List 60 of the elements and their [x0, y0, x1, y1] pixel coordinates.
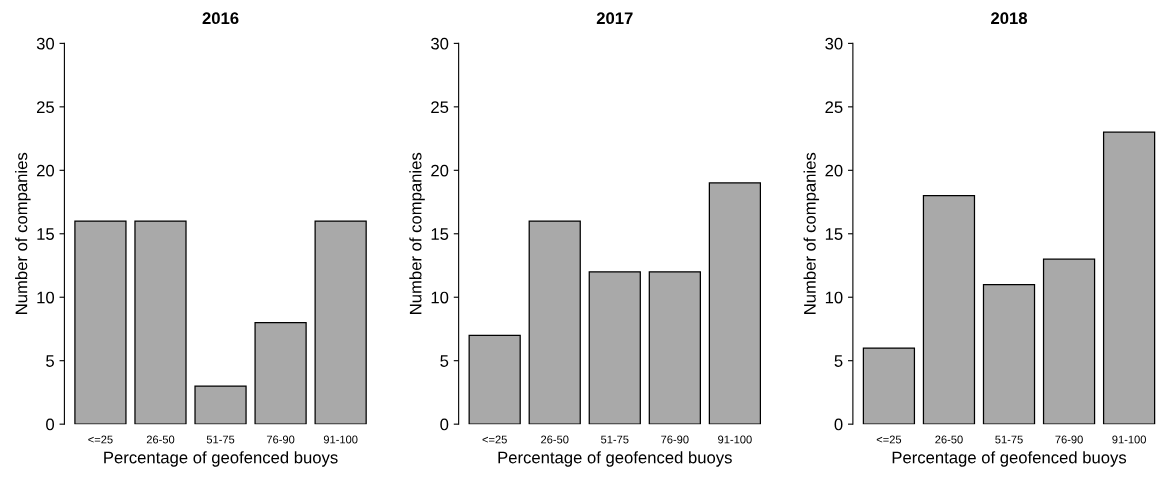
x-tick-label: 26-50: [935, 435, 963, 444]
bar: [194, 385, 247, 425]
y-tick-label: 25: [431, 101, 449, 114]
y-tick-label: 10: [825, 291, 843, 304]
x-tick-label: 51-75: [995, 435, 1023, 444]
y-tick-label: 20: [36, 164, 55, 177]
y-tick-label: 10: [431, 291, 449, 304]
y-tick-label: 15: [37, 228, 54, 240]
y-tick-label: 20: [825, 164, 843, 177]
y-tick-label: 25: [825, 101, 843, 114]
x-tick-label: <=25: [88, 435, 113, 444]
bar: [648, 271, 701, 425]
y-tick-label: 20: [431, 164, 449, 177]
chart-title: 2018: [991, 12, 1028, 25]
x-tick-label: 76-90: [661, 435, 689, 444]
bar: [254, 321, 307, 425]
x-axis-title: Percentage of geofenced buoys: [498, 451, 732, 467]
y-tick-label: 30: [431, 37, 449, 50]
bar: [74, 220, 127, 425]
y-axis-title: Number of companies: [15, 152, 31, 314]
bar: [528, 220, 581, 425]
x-tick-label: 76-90: [1055, 435, 1083, 444]
x-tick-label: 91-100: [323, 435, 358, 444]
x-tick-label: 91-100: [718, 435, 752, 444]
bar: [588, 271, 641, 425]
x-tick-label: 76-90: [266, 435, 295, 444]
y-tick-label: 5: [46, 355, 54, 367]
bar: [1042, 258, 1096, 425]
y-tick-label: 30: [825, 37, 843, 50]
y-tick-label: 30: [36, 37, 55, 50]
chart-title: 2017: [596, 12, 633, 25]
bar: [314, 220, 367, 425]
y-tick-label: 0: [46, 418, 55, 431]
x-tick-label: 51-75: [206, 435, 235, 444]
x-tick-label: 26-50: [146, 435, 175, 444]
y-tick-label: 5: [440, 355, 449, 367]
bar: [862, 347, 916, 425]
x-tick-label: 91-100: [1112, 435, 1146, 444]
x-tick-label: 26-50: [541, 435, 569, 444]
x-tick-label: <=25: [876, 435, 902, 444]
y-tick-label: 0: [440, 418, 449, 431]
x-axis-title: Percentage of geofenced buoys: [104, 451, 338, 467]
bar: [468, 334, 521, 425]
y-tick-label: 25: [36, 101, 54, 114]
bar: [982, 283, 1036, 425]
y-axis-title: Number of companies: [803, 152, 820, 314]
bar: [708, 182, 762, 425]
chart-title: 2016: [202, 12, 239, 25]
bar: [1102, 131, 1156, 425]
x-axis-title: Percentage of geofenced buoys: [892, 451, 1127, 467]
y-tick-label: 5: [834, 355, 843, 367]
y-tick-label: 10: [37, 291, 55, 304]
y-tick-label: 0: [834, 418, 843, 431]
bar: [134, 220, 187, 425]
x-tick-label: <=25: [482, 435, 507, 444]
y-tick-label: 15: [431, 228, 449, 240]
bar: [922, 195, 976, 425]
y-tick-label: 15: [825, 228, 843, 240]
x-tick-label: 51-75: [601, 435, 629, 444]
y-axis-title: Number of companies: [409, 152, 425, 314]
